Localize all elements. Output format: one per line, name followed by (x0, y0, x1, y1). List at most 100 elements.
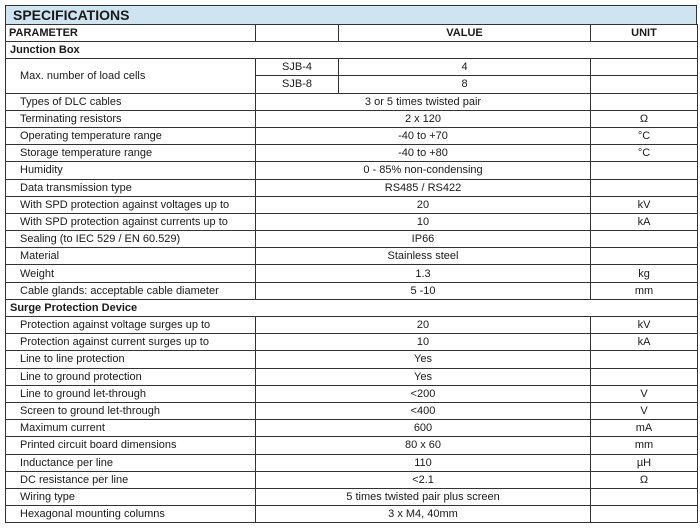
section-row: Junction Box (5, 40, 698, 60)
table-row: Material Stainless steel (5, 247, 698, 266)
table-row: Hexagonal mounting columns 3 x M4, 40mm (5, 505, 698, 524)
unit-cell: mm (590, 436, 698, 455)
value-cell: 20 (255, 195, 591, 214)
unit-cell: kA (590, 212, 698, 232)
value-cell: 1.3 (255, 264, 591, 283)
parameter-cell: With SPD protection against currents up … (5, 212, 256, 232)
value-cell: <200 (255, 384, 591, 403)
value-cell: 600 (255, 419, 591, 438)
parameter-cell: Max. number of load cells (5, 58, 256, 94)
parameter-cell: Printed circuit board dimensions (5, 436, 256, 455)
value-cell: -40 to +70 (255, 126, 591, 146)
table-row: Line to line protection Yes (5, 350, 698, 369)
table-row: Types of DLC cables 3 or 5 times twisted … (5, 92, 698, 111)
unit-cell: mm (590, 281, 698, 300)
value-cell: 10 (255, 212, 591, 232)
parameter-cell: Storage temperature range (5, 144, 256, 163)
unit-cell (590, 178, 698, 197)
unit-cell (590, 230, 698, 249)
unit-cell: kV (590, 315, 698, 335)
parameter-cell: Operating temperature range (5, 126, 256, 146)
table-row: Protection against voltage surges up to 2… (5, 315, 698, 335)
section-title: Junction Box (5, 40, 698, 60)
unit-cell (590, 350, 698, 369)
table-row: Line to ground protection Yes (5, 367, 698, 386)
parameter-cell: Protection against current surges up to (5, 333, 256, 352)
value-cell: 110 (255, 453, 591, 472)
unit-cell: V (590, 384, 698, 403)
value-cell: 10 (255, 333, 591, 352)
table-row: Sealing (to IEC 529 / EN 60.529) IP66 (5, 230, 698, 249)
parameter-cell: Terminating resistors (5, 109, 256, 128)
header-row: PARAMETER VALUE UNIT (5, 24, 698, 42)
value-cell: 3 x M4, 40mm (255, 505, 591, 524)
table-row: Max. number of load cells SJB-4 4 (5, 58, 698, 94)
unit-cell (590, 92, 698, 111)
value-cell: 3 or 5 times twisted pair (255, 92, 591, 111)
table-row: With SPD protection against currents up … (5, 212, 698, 232)
table-row: Weight 1.3 kg (5, 264, 698, 283)
model-cell: SJB-8 (255, 75, 339, 94)
unit-cell: kA (590, 333, 698, 352)
value-cell: 8 (338, 75, 591, 94)
parameter-cell: Hexagonal mounting columns (5, 505, 256, 524)
unit-cell: °C (590, 126, 698, 146)
value-cell: Yes (255, 367, 591, 386)
value-cell: <400 (255, 401, 591, 421)
table-row: Data transmission type RS485 / RS422 (5, 178, 698, 197)
value-cell: 5 -10 (255, 281, 591, 300)
section-title: Surge Protection Device (5, 298, 698, 318)
unit-cell: Ω (590, 470, 698, 489)
parameter-cell: Weight (5, 264, 256, 283)
value-cell: 4 (338, 58, 591, 77)
specifications-table: SPECIFICATIONS PARAMETER VALUE UNIT Junc… (5, 5, 698, 524)
unit-cell: V (590, 401, 698, 421)
table-row: DC resistance per line <2.1 Ω (5, 470, 698, 489)
table-row: Humidity 0 - 85% non-condensing (5, 161, 698, 180)
unit-cell: mA (590, 419, 698, 438)
table-row: With SPD protection against voltages up … (5, 195, 698, 214)
value-cell: 80 x 60 (255, 436, 591, 455)
table-row: Wiring type 5 times twisted pair plus scr… (5, 487, 698, 507)
header-value: VALUE (338, 24, 591, 42)
header-unit: UNIT (590, 24, 698, 42)
unit-cell (590, 161, 698, 180)
parameter-cell: Wiring type (5, 487, 256, 507)
table-row: Operating temperature range -40 to +70 °C (5, 126, 698, 146)
table-row: Terminating resistors 2 x 120 Ω (5, 109, 698, 128)
table-row: Maximum current 600 mA (5, 419, 698, 438)
value-cell: -40 to +80 (255, 144, 591, 163)
header-parameter: PARAMETER (5, 24, 256, 42)
unit-cell (590, 505, 698, 524)
table-row: Line to ground let-through <200 V (5, 384, 698, 403)
unit-cell: kg (590, 264, 698, 283)
table-row: Storage temperature range -40 to +80 °C (5, 144, 698, 163)
parameter-cell: Maximum current (5, 419, 256, 438)
unit-cell: kV (590, 195, 698, 214)
parameter-cell: Line to ground protection (5, 367, 256, 386)
header-model (255, 24, 339, 42)
parameter-cell: With SPD protection against voltages up … (5, 195, 256, 214)
value-cell: RS485 / RS422 (255, 178, 591, 197)
model-cell: SJB-4 (255, 58, 339, 77)
parameter-cell: DC resistance per line (5, 470, 256, 489)
value-cell: Yes (255, 350, 591, 369)
parameter-cell: Data transmission type (5, 178, 256, 197)
table-title: SPECIFICATIONS (5, 5, 697, 24)
value-cell: 0 - 85% non-condensing (255, 161, 591, 180)
table-row: Inductance per line 110 µH (5, 453, 698, 472)
value-cell: <2.1 (255, 470, 591, 489)
parameter-cell: Line to line protection (5, 350, 256, 369)
unit-cell: Ω (590, 109, 698, 128)
unit-cell: °C (590, 144, 698, 163)
value-cell: 5 times twisted pair plus screen (255, 487, 591, 507)
parameter-cell: Inductance per line (5, 453, 256, 472)
unit-cell (590, 487, 698, 507)
parameter-cell: Screen to ground let-through (5, 401, 256, 421)
section-row: Surge Protection Device (5, 298, 698, 318)
parameter-cell: Sealing (to IEC 529 / EN 60.529) (5, 230, 256, 249)
table-row: Screen to ground let-through <400 V (5, 401, 698, 421)
value-cell: 20 (255, 315, 591, 335)
parameter-cell: Material (5, 247, 256, 266)
unit-cell (590, 247, 698, 266)
